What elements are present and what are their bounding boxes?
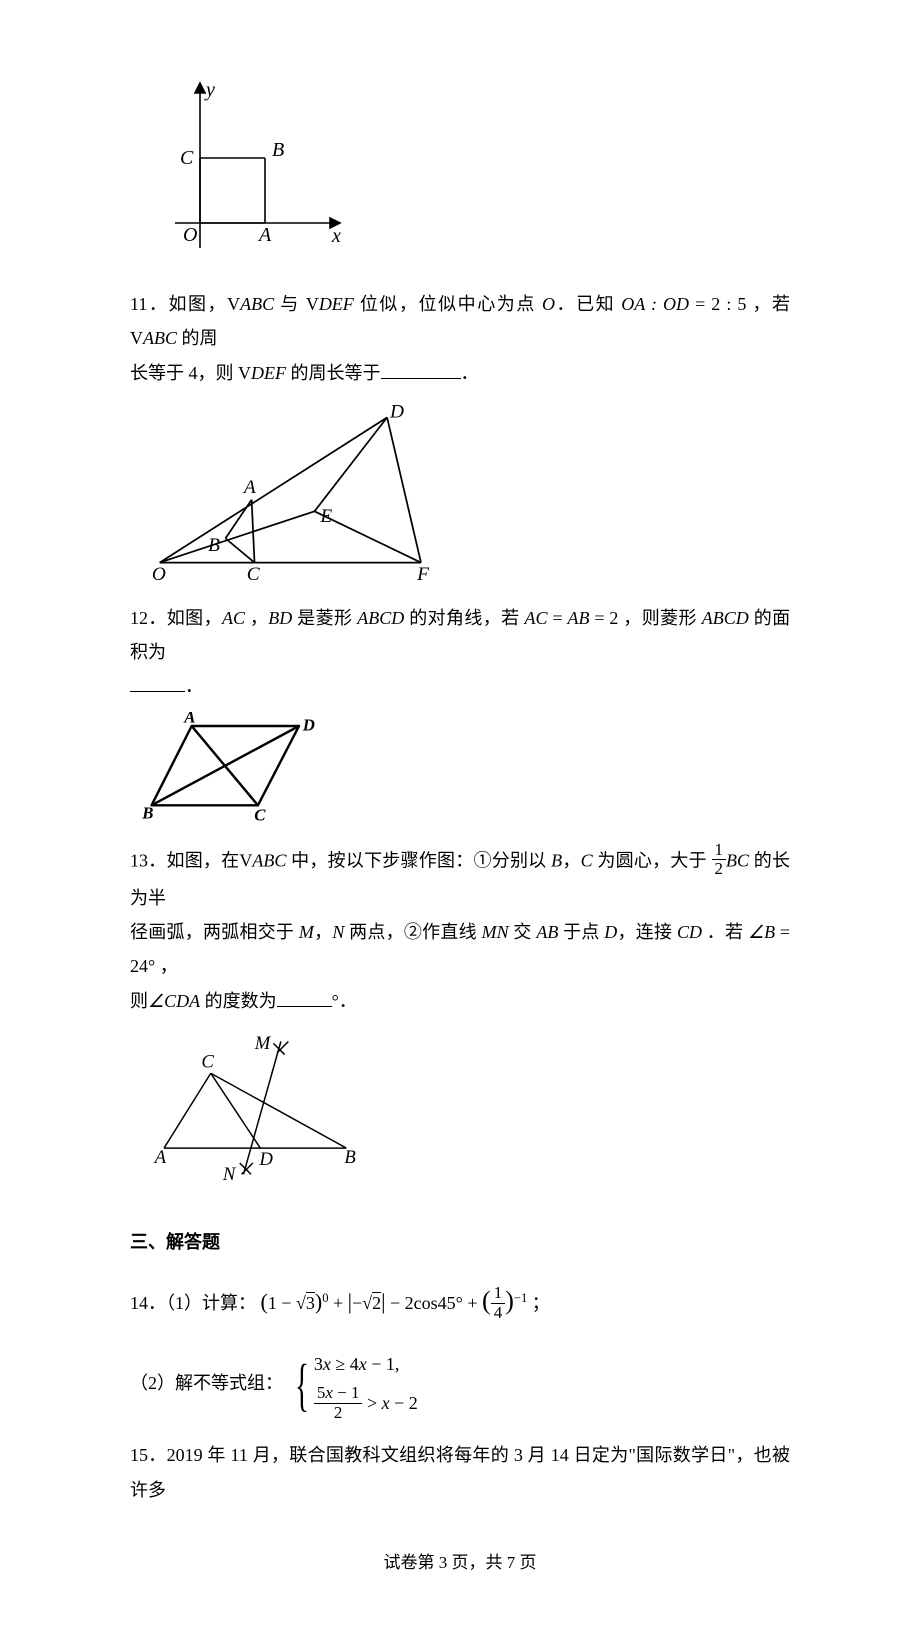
svg-text:C: C [247,564,261,582]
fig10-label-A: A [257,224,272,246]
fig10-label-B: B [272,139,284,161]
svg-text:F: F [416,564,429,582]
question-14-part2: （2）解不等式组： { 3x ≥ 4x − 1, 5x − 12 > x − 2 [130,1345,790,1425]
figure-q10: y x O A B C [150,78,790,279]
svg-text:C: C [201,1051,214,1072]
q13-blank [277,988,332,1007]
svg-text:O: O [152,564,166,582]
q11-text: 11．如图， [130,294,227,314]
svg-text:M: M [254,1033,272,1054]
svg-text:A: A [153,1147,167,1168]
fig13-svg: A B C D M N [150,1026,365,1186]
fig10-label-O: O [183,224,197,246]
figure-q13: A B C D M N [150,1026,790,1197]
question-13: 13．如图，在VABC 中，按以下步骤作图：①分别以 B，C 为圆心，大于 12… [130,843,790,1018]
svg-text:A: A [242,477,256,498]
question-14-part1: 14．（1）计算： (1 − √3)0 + |−√2| − 2cos45° + … [130,1267,790,1335]
fig10-svg: y x O A B C [150,78,350,268]
svg-text:A: A [183,712,195,726]
fig10-label-x: x [331,225,341,247]
question-15: 15．2019 年 11 月，联合国教科文组织将每年的 3 月 14 日定为"国… [130,1438,790,1506]
figure-q11: O C F B E A D [150,398,790,593]
svg-text:B: B [208,535,220,556]
fig10-label-C: C [180,147,194,169]
fig10-label-y: y [204,79,215,101]
fig11-svg: O C F B E A D [150,398,450,582]
svg-text:B: B [141,803,153,822]
page-footer: 试卷第 3 页，共 7 页 [130,1547,790,1579]
svg-text:B: B [344,1147,355,1168]
svg-text:D: D [389,401,404,422]
svg-text:D: D [258,1149,273,1170]
fig12-svg: A D B C [140,712,318,824]
svg-text:C: C [254,805,266,824]
svg-text:D: D [302,715,315,734]
question-12: 12．如图，AC ，BD 是菱形 ABCD 的对角线，若 AC = AB = 2… [130,601,790,704]
section-3-title: 三、解答题 [130,1225,790,1259]
svg-text:N: N [222,1164,237,1185]
question-11: 11．如图，VABC 与 VDEF 位似，位似中心为点 O．已知 OA : OD… [130,287,790,390]
q12-blank [130,673,185,692]
q13-frac: 12 [712,841,727,879]
figure-q12: A D B C [140,712,790,835]
q11-blank [381,360,461,379]
svg-text:E: E [319,506,332,527]
